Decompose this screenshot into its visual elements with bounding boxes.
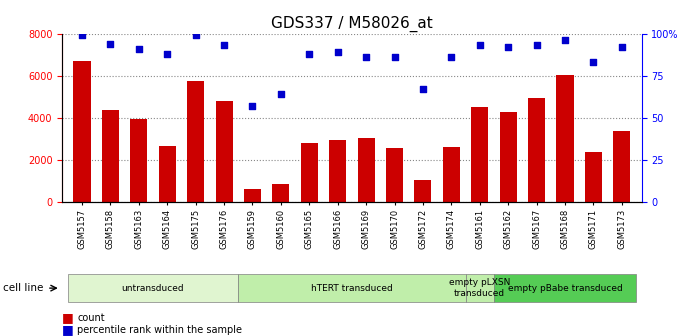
Point — [133, 46, 144, 51]
Point — [275, 91, 286, 97]
Point — [219, 43, 230, 48]
Point — [560, 38, 571, 43]
Text: count: count — [77, 312, 105, 323]
Point — [77, 33, 88, 38]
Bar — [386, 148, 403, 202]
Bar — [244, 189, 261, 202]
Point — [616, 44, 627, 50]
Bar — [415, 179, 431, 202]
Point — [190, 33, 201, 38]
Point — [161, 51, 172, 56]
Point — [531, 43, 542, 48]
Text: ■: ■ — [62, 311, 74, 324]
Text: empty pBabe transduced: empty pBabe transduced — [508, 284, 622, 293]
Point — [105, 41, 116, 46]
Bar — [556, 75, 573, 202]
Bar — [443, 147, 460, 202]
Bar — [528, 98, 545, 202]
Text: hTERT transduced: hTERT transduced — [311, 284, 393, 293]
Point — [304, 51, 315, 56]
Point — [361, 54, 372, 60]
Bar — [329, 140, 346, 202]
Point — [474, 43, 485, 48]
Point — [446, 54, 457, 60]
Bar — [585, 152, 602, 202]
Bar — [273, 184, 289, 202]
Point — [389, 54, 400, 60]
Text: percentile rank within the sample: percentile rank within the sample — [77, 325, 242, 335]
Text: empty pLXSN
transduced: empty pLXSN transduced — [449, 279, 511, 298]
Point — [332, 49, 343, 55]
Bar — [301, 143, 318, 202]
Text: cell line: cell line — [3, 283, 44, 293]
Bar — [613, 131, 631, 202]
Bar — [215, 101, 233, 202]
Text: untransduced: untransduced — [121, 284, 184, 293]
Point — [247, 103, 258, 109]
Point — [588, 59, 599, 65]
Bar — [102, 110, 119, 202]
Bar — [500, 112, 517, 202]
Bar — [471, 107, 489, 202]
Bar — [187, 81, 204, 202]
Point — [417, 86, 428, 92]
Bar — [73, 61, 90, 202]
Bar — [159, 146, 176, 202]
Bar — [130, 119, 148, 202]
Bar — [357, 137, 375, 202]
Point — [502, 44, 513, 50]
Title: GDS337 / M58026_at: GDS337 / M58026_at — [271, 16, 433, 32]
Text: ■: ■ — [62, 324, 74, 336]
